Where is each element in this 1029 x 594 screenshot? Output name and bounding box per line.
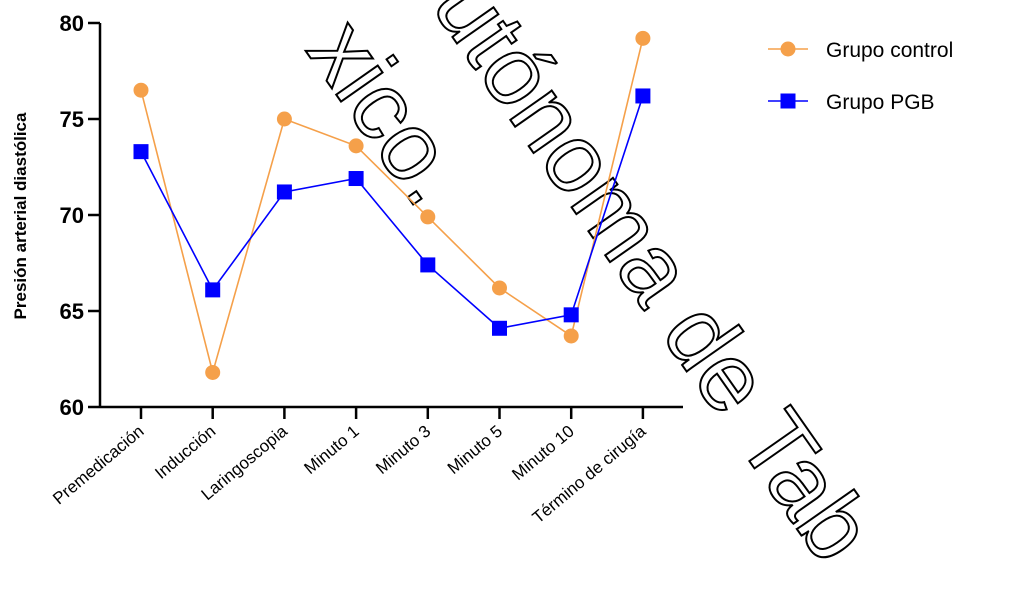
x-tick-label: Minuto 5 [444, 422, 506, 478]
data-point [133, 144, 149, 160]
series-line [140, 38, 644, 376]
legend-marker [780, 93, 796, 109]
data-point [420, 257, 436, 273]
watermark: xico. utónoma de Tab [287, 0, 896, 581]
data-point [563, 307, 579, 323]
series-line [140, 95, 644, 330]
y-tick-label: 75 [60, 107, 84, 132]
legend: Grupo control Grupo PGB [768, 39, 953, 114]
legend-item-2: Grupo PGB [768, 91, 935, 114]
y-tick-label: 70 [60, 203, 84, 228]
legend-label: Grupo PGB [826, 91, 935, 114]
watermark-fragment-2: utónoma de Tab [413, 0, 895, 580]
y-axis-title: Presión arterial diastólica [11, 112, 30, 319]
data-point [492, 280, 507, 296]
data-point [348, 171, 364, 187]
y-tick-label: 65 [60, 299, 84, 324]
x-tick-label: Minuto 1 [301, 422, 363, 478]
x-tick-label: Minuto 3 [372, 422, 434, 478]
legend-label: Grupo control [826, 39, 953, 62]
y-tick-label: 80 [60, 11, 84, 36]
x-tick-label: Minuto 10 [508, 422, 577, 485]
data-point [348, 138, 364, 154]
data-point [563, 328, 579, 344]
data-point [276, 184, 292, 200]
legend-item-1: Grupo control [768, 39, 953, 62]
x-tick-label: Inducción [151, 422, 219, 483]
series-1 [133, 30, 651, 380]
series-2 [133, 88, 651, 336]
data-point [276, 111, 292, 127]
y-tick-label: 60 [60, 395, 84, 420]
legend-marker [780, 41, 796, 57]
data-point [635, 30, 651, 46]
data-point [205, 282, 221, 298]
data-point [420, 209, 436, 225]
data-point [492, 320, 507, 336]
data-point [133, 82, 149, 98]
data-point [205, 364, 221, 380]
series-layer [133, 30, 651, 380]
data-point [635, 88, 651, 104]
x-tick-label: Premedicación [49, 422, 147, 509]
